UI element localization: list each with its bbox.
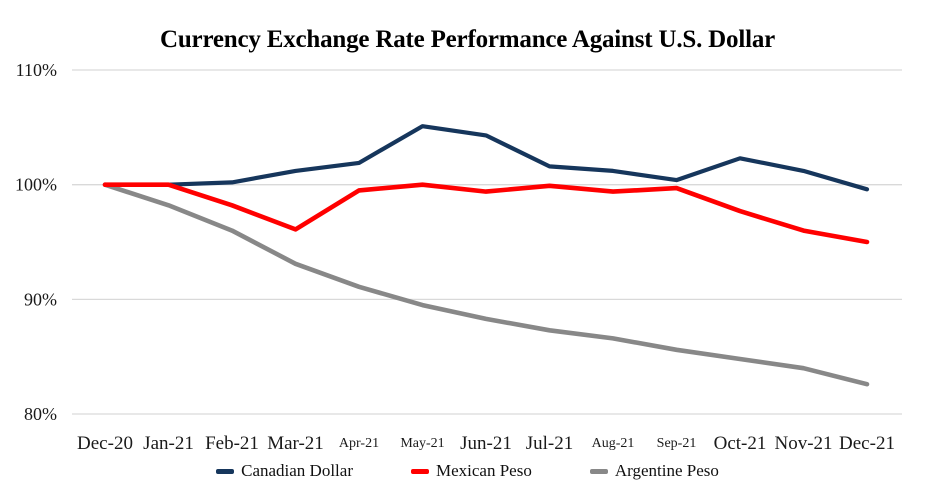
legend-label-canadian-dollar: Canadian Dollar [241, 461, 353, 480]
chart-legend: Canadian Dollar Mexican Peso Argentine P… [0, 461, 935, 481]
x-tick-label: Dec-21 [839, 433, 895, 454]
x-tick-label: May-21 [400, 436, 444, 451]
x-tick-label: Oct-21 [714, 433, 767, 454]
y-tick-label: 90% [24, 289, 57, 309]
x-tick-label: Sep-21 [657, 436, 697, 451]
y-tick-label: 110% [16, 60, 57, 80]
legend-item-argentine-peso: Argentine Peso [589, 461, 719, 481]
legend-swatch-canadian-dollar [216, 468, 235, 474]
legend-item-mexican-peso: Mexican Peso [411, 461, 532, 481]
x-tick-label: Jun-21 [460, 433, 512, 454]
series-line-argentine-peso [102, 182, 870, 387]
x-tick-label: Nov-21 [774, 433, 832, 454]
legend-swatch-argentine-peso [589, 468, 608, 474]
y-tick-label: 100% [15, 175, 57, 195]
x-tick-label: Jan-21 [143, 433, 194, 454]
x-tick-label: Feb-21 [205, 433, 259, 454]
legend-swatch-mexican-peso [411, 468, 429, 474]
x-tick-label: Dec-20 [77, 433, 133, 454]
y-tick-label: 80% [24, 404, 57, 424]
series-line-mexican-peso [102, 182, 870, 245]
x-tick-label: Jul-21 [526, 433, 574, 454]
x-tick-label: Apr-21 [339, 436, 379, 451]
chart-title: Currency Exchange Rate Performance Again… [159, 26, 776, 53]
legend-label-argentine-peso: Argentine Peso [614, 461, 719, 480]
series-line-canadian-dollar [102, 124, 870, 192]
legend-item-canadian-dollar: Canadian Dollar [216, 461, 353, 481]
x-tick-label: Aug-21 [592, 436, 635, 451]
x-tick-label: Mar-21 [267, 433, 324, 454]
legend-label-mexican-peso: Mexican Peso [436, 461, 532, 480]
